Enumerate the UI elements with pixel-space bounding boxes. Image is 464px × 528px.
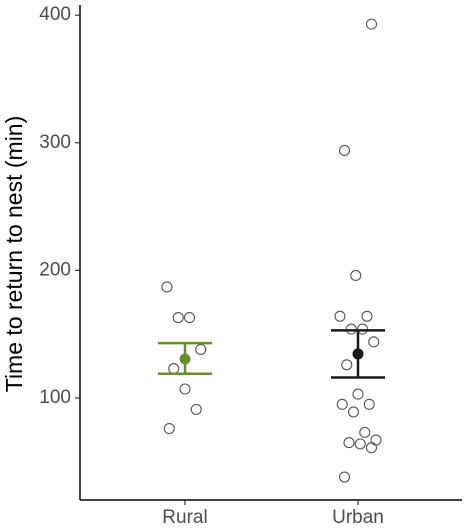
data-point	[354, 438, 366, 450]
data-point	[359, 426, 371, 438]
data-point	[168, 363, 180, 375]
data-point	[365, 442, 378, 454]
y-tick-label: 400	[39, 4, 71, 25]
y-tick-label: 200	[39, 259, 71, 280]
mean-point	[352, 348, 364, 360]
y-axis-label: Time to return to nest (min)	[1, 116, 27, 393]
data-point	[341, 359, 353, 371]
data-point	[363, 398, 375, 410]
data-point	[163, 423, 175, 435]
data-point	[343, 437, 355, 449]
data-point	[334, 310, 346, 322]
data-point	[350, 269, 362, 282]
mean-point	[179, 353, 191, 365]
data-point	[338, 144, 351, 156]
data-point	[336, 398, 348, 410]
data-point	[370, 434, 382, 446]
x-tick-label: Urban	[332, 507, 384, 528]
y-tick-label: 300	[39, 132, 71, 153]
data-point	[347, 406, 360, 418]
data-point	[352, 388, 364, 400]
data-point	[356, 323, 369, 335]
data-point	[345, 323, 357, 335]
data-point	[361, 310, 373, 322]
data-point	[161, 281, 173, 293]
data-point	[195, 343, 207, 356]
data-point	[179, 383, 191, 395]
data-point	[368, 336, 380, 348]
data-point	[365, 18, 378, 30]
data-point	[172, 312, 184, 324]
y-tick-label: 100	[39, 387, 71, 408]
data-point	[338, 471, 351, 483]
data-point	[190, 403, 202, 415]
x-tick-label: Rural	[162, 507, 207, 528]
data-point	[183, 312, 196, 324]
